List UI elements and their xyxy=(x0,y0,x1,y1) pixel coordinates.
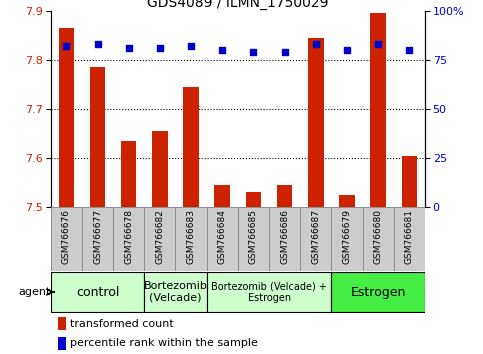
Bar xyxy=(238,207,269,271)
Bar xyxy=(51,207,82,271)
Text: GSM766687: GSM766687 xyxy=(312,209,320,264)
Text: GSM766683: GSM766683 xyxy=(186,209,196,264)
Bar xyxy=(300,207,331,271)
Text: agent: agent xyxy=(18,287,51,297)
Bar xyxy=(144,207,175,271)
Text: GSM766686: GSM766686 xyxy=(280,209,289,264)
Bar xyxy=(402,155,417,207)
Point xyxy=(125,45,132,51)
Point xyxy=(406,47,413,53)
Text: control: control xyxy=(76,286,119,298)
Bar xyxy=(277,185,293,207)
Bar xyxy=(207,272,331,313)
Text: GSM766680: GSM766680 xyxy=(374,209,383,264)
Bar xyxy=(394,207,425,271)
Point xyxy=(187,43,195,49)
Point xyxy=(281,49,288,55)
Point xyxy=(156,45,164,51)
Bar xyxy=(144,272,207,313)
Bar xyxy=(363,207,394,271)
Bar xyxy=(121,141,137,207)
Bar xyxy=(152,131,168,207)
Point xyxy=(312,41,320,47)
Text: GSM766681: GSM766681 xyxy=(405,209,414,264)
Point xyxy=(62,43,70,49)
Text: Bortezomib (Velcade) +
Estrogen: Bortezomib (Velcade) + Estrogen xyxy=(211,281,327,303)
Text: transformed count: transformed count xyxy=(70,319,174,329)
Bar xyxy=(370,13,386,207)
Bar xyxy=(58,28,74,207)
Bar xyxy=(113,207,144,271)
Text: GSM766682: GSM766682 xyxy=(156,209,164,264)
Bar xyxy=(58,318,67,330)
Title: GDS4089 / ILMN_1750029: GDS4089 / ILMN_1750029 xyxy=(147,0,328,10)
Text: GSM766685: GSM766685 xyxy=(249,209,258,264)
Point xyxy=(343,47,351,53)
Bar xyxy=(331,207,363,271)
Bar xyxy=(175,207,207,271)
Bar xyxy=(339,195,355,207)
Text: Bortezomib
(Velcade): Bortezomib (Velcade) xyxy=(143,281,207,303)
Text: GSM766684: GSM766684 xyxy=(218,209,227,264)
Bar xyxy=(246,192,261,207)
Bar xyxy=(82,207,113,271)
Text: percentile rank within the sample: percentile rank within the sample xyxy=(70,338,258,348)
Point xyxy=(94,41,101,47)
Text: GSM766677: GSM766677 xyxy=(93,209,102,264)
Text: Estrogen: Estrogen xyxy=(351,286,406,298)
Bar xyxy=(214,185,230,207)
Bar xyxy=(207,207,238,271)
Text: GSM766676: GSM766676 xyxy=(62,209,71,264)
Bar xyxy=(308,38,324,207)
Text: GSM766678: GSM766678 xyxy=(124,209,133,264)
Bar xyxy=(90,67,105,207)
Bar xyxy=(269,207,300,271)
Text: GSM766679: GSM766679 xyxy=(342,209,352,264)
Bar xyxy=(331,272,425,313)
Point xyxy=(374,41,382,47)
Bar xyxy=(51,272,144,313)
Point xyxy=(218,47,226,53)
Bar xyxy=(183,87,199,207)
Bar xyxy=(58,337,67,350)
Point xyxy=(250,49,257,55)
